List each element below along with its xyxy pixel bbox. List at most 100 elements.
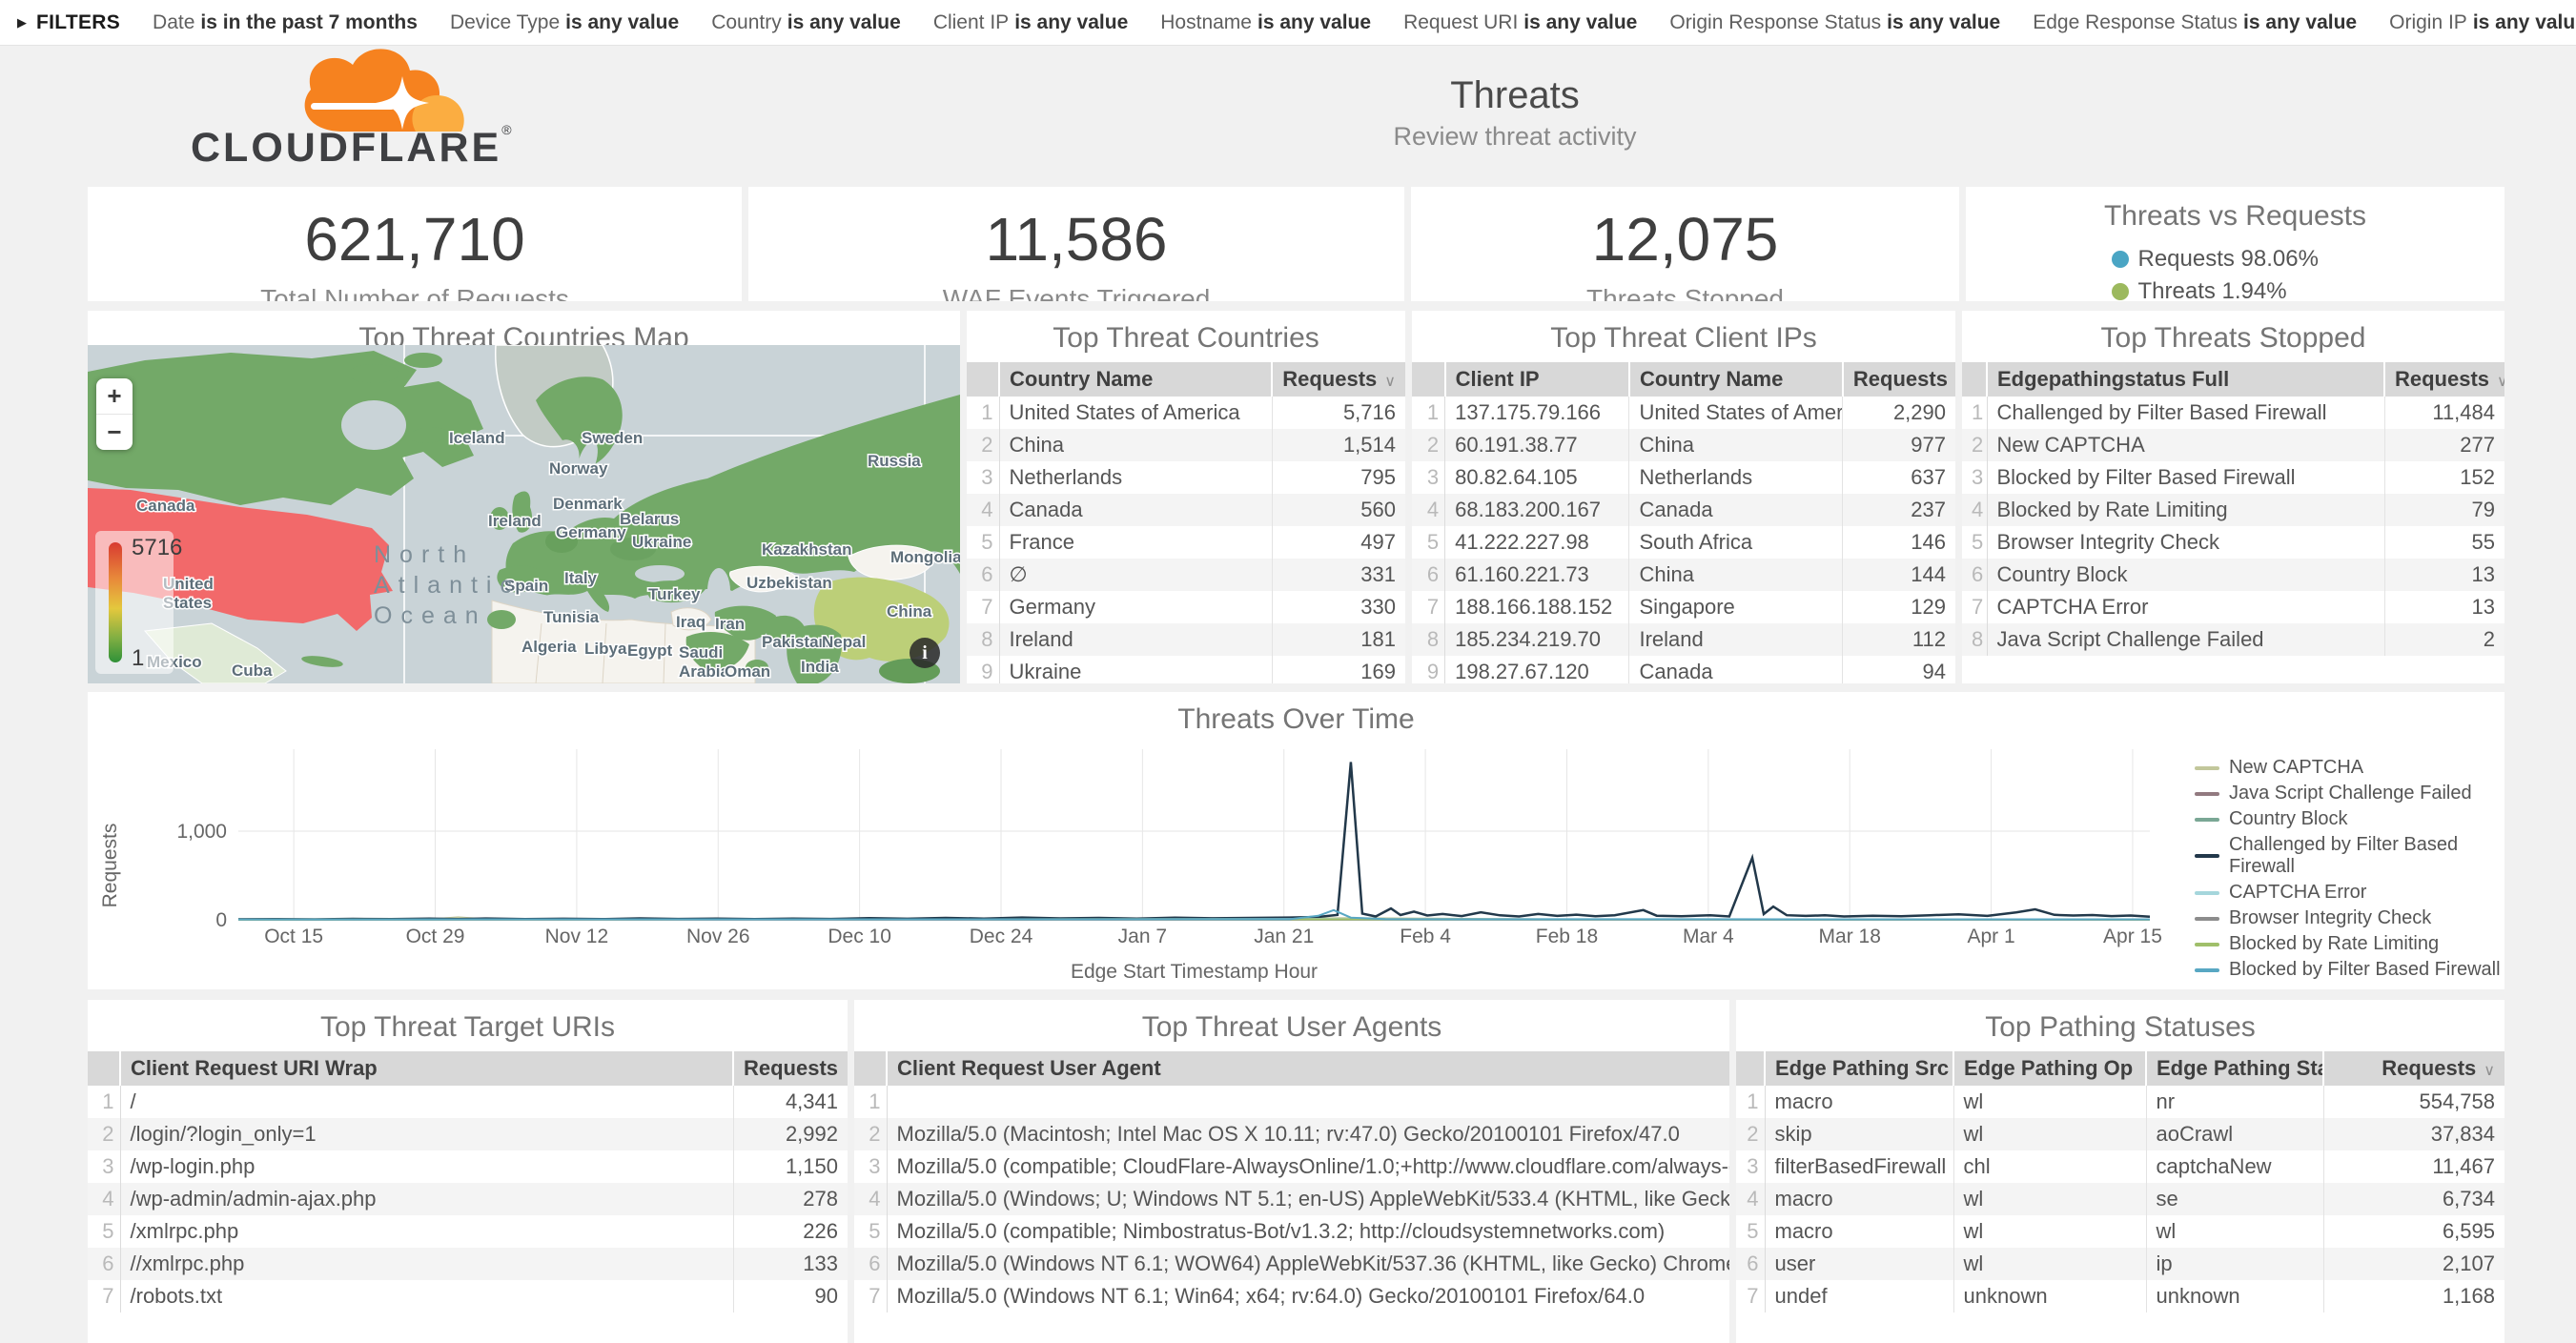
column-header[interactable]: Edge Pathing Src: [1765, 1051, 1953, 1086]
table-cell: 2,107: [2323, 1248, 2504, 1280]
x-tick-label: Dec 24: [970, 926, 1033, 947]
table-cell: [887, 1086, 1729, 1118]
column-header[interactable]: Country Name: [1629, 362, 1843, 397]
row-rank: 3: [1736, 1150, 1765, 1183]
column-header[interactable]: Requests∨: [2384, 362, 2504, 397]
table-cell: 1,168: [2323, 1280, 2504, 1312]
chart-legend-item[interactable]: Blocked by Rate Limiting: [2195, 933, 2504, 955]
table-cell: Canada: [1629, 494, 1843, 526]
y-tick-label: 1,000: [176, 821, 227, 843]
table-cell: /: [120, 1086, 733, 1118]
column-header[interactable]: Requests∨: [1272, 362, 1405, 397]
table-cell: 185.234.219.70: [1445, 623, 1629, 656]
page-title: Threats: [1324, 74, 1706, 117]
filter-item[interactable]: Origin Response Status is any value: [1669, 11, 2000, 34]
chart-legend-item[interactable]: Browser Integrity Check: [2195, 907, 2504, 929]
map-country-label: Ukraine: [632, 533, 691, 551]
legend-line-icon: [2195, 943, 2219, 946]
chart-legend-item[interactable]: CAPTCHA Error: [2195, 882, 2504, 904]
column-header[interactable]: Client Request User Agent: [887, 1051, 1729, 1086]
table-cell: /wp-login.php: [120, 1150, 733, 1183]
metric-value: 621,710: [88, 204, 742, 275]
table-cell: undef: [1765, 1280, 1953, 1312]
table-cell: 237: [1843, 494, 1955, 526]
map-legend-gradient: [109, 542, 122, 662]
column-header[interactable]: Requests∨: [1843, 362, 1955, 397]
column-header[interactable]: Country Name: [999, 362, 1272, 397]
column-header[interactable]: Edge Pathing Op: [1953, 1051, 2146, 1086]
legend-item[interactable]: Threats 1.94%: [2112, 278, 2360, 301]
chart-legend-item[interactable]: Country Block: [2195, 808, 2504, 830]
column-header[interactable]: Edgepathingstatus Full: [1987, 362, 2384, 397]
top-threats-stopped-panel: Top Threats Stopped Edgepathingstatus Fu…: [1962, 311, 2504, 683]
map-zoom-out-button[interactable]: −: [96, 415, 133, 450]
map-legend-max: 5716: [132, 535, 182, 561]
column-header[interactable]: Requests∨: [2323, 1051, 2504, 1086]
row-rank: 1: [854, 1086, 887, 1118]
table-cell: 554,758: [2323, 1086, 2504, 1118]
table-cell: Canada: [999, 494, 1272, 526]
column-header[interactable]: Requests∨: [733, 1051, 848, 1086]
map-country-label: China: [887, 602, 932, 621]
filter-field: Request URI: [1403, 11, 1518, 33]
table-cell: 5,716: [1272, 397, 1405, 429]
x-tick-label: Nov 12: [545, 926, 609, 947]
filters-toggle[interactable]: ▶ FILTERS: [17, 11, 120, 34]
chart-legend-item[interactable]: New CAPTCHA: [2195, 757, 2504, 779]
table-cell: 112: [1843, 623, 1955, 656]
column-header[interactable]: Edge Pathing Status: [2146, 1051, 2323, 1086]
legend-item[interactable]: Requests 98.06%: [2112, 246, 2360, 273]
table-cell: 330: [1272, 591, 1405, 623]
metric-total-requests: 621,710 Total Number of Requests: [88, 187, 742, 301]
row-rank: 6: [1412, 559, 1445, 591]
table-cell: 6,734: [2323, 1183, 2504, 1215]
table-cell: 2,992: [733, 1118, 848, 1150]
table-cell: Mozilla/5.0 (Windows NT 6.1; WOW64) Appl…: [887, 1248, 1729, 1280]
table-cell: 169: [1272, 656, 1405, 683]
map-country-label: Denmark: [553, 495, 623, 513]
x-tick-label: Mar 4: [1683, 926, 1734, 947]
column-header[interactable]: Client IP: [1445, 362, 1629, 397]
table-cell: 146: [1843, 526, 1955, 559]
chart-legend-item[interactable]: Challenged by Filter Based Firewall: [2195, 834, 2504, 878]
panel-title: Top Threat Countries: [967, 311, 1405, 355]
map-zoom-in-button[interactable]: +: [96, 378, 133, 415]
filter-field: Origin Response Status: [1669, 11, 1881, 33]
panel-title: Top Threat Client IPs: [1412, 311, 1955, 355]
row-rank: 5: [854, 1215, 887, 1248]
table-cell: wl: [1953, 1215, 2146, 1248]
filter-condition: is any value: [2473, 11, 2576, 33]
column-header[interactable]: Client Request URI Wrap: [120, 1051, 733, 1086]
cloudflare-logo: CLOUDFLARE®: [191, 48, 494, 172]
map-info-icon[interactable]: i: [910, 638, 940, 668]
row-rank: 3: [854, 1150, 887, 1183]
filter-condition: is any value: [1887, 11, 2000, 33]
table-cell: 55: [2384, 526, 2504, 559]
table-cell: 2,290: [1843, 397, 1955, 429]
row-rank: 4: [854, 1183, 887, 1215]
x-axis-title: Edge Start Timestamp Hour: [1071, 961, 1318, 982]
chart-legend-item[interactable]: Blocked by Filter Based Firewall: [2195, 959, 2504, 981]
chart-legend-item[interactable]: Java Script Challenge Failed: [2195, 783, 2504, 804]
table-cell: Java Script Challenge Failed: [1987, 623, 2384, 656]
